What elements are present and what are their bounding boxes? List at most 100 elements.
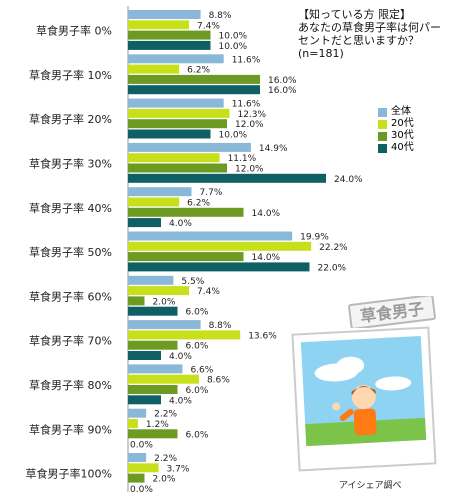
legend-item: 20代 [377,118,414,130]
photo-illustration [291,326,437,472]
value-label: 2.0% [153,475,176,485]
value-label: 8.8% [209,321,232,331]
note-question: あなたの草食男子率は何パーセントだと思いますか？ [298,21,441,47]
bar [128,453,147,462]
category-label: 草食男子率 80% [29,378,112,392]
value-label: 11.6% [232,100,261,110]
category-label: 草食男子率100% [26,467,112,481]
bar [128,296,145,306]
bar [128,64,180,74]
value-label: 10.0% [219,32,248,42]
bar [128,231,293,241]
value-label: 10.0% [219,131,248,141]
value-label: 6.0% [186,308,209,318]
stamp-logo: 草食男子 [348,296,436,328]
value-label: 2.2% [154,410,177,420]
value-label: 7.4% [197,21,220,31]
value-label: 6.2% [187,199,210,209]
value-label: 12.0% [235,120,264,130]
bar [128,330,241,340]
bar [128,142,251,152]
bar [128,40,211,50]
category-label: 草食男子率 60% [29,289,112,303]
value-label: 11.1% [228,154,257,164]
legend-item: 30代 [377,130,414,142]
bar [128,385,178,394]
category-label: 草食男子率 0% [36,24,112,38]
note-sample-size: (n=181) [298,47,344,60]
value-label: 7.4% [197,287,220,297]
legend-swatch [377,130,388,142]
value-label: 11.6% [232,55,261,65]
bar [128,306,178,316]
legend-swatch [377,142,388,154]
bar [128,340,178,350]
bar [128,85,260,95]
value-label: 16.0% [268,86,297,96]
bar [128,54,224,64]
bar [128,218,161,228]
bar [128,207,244,217]
bar [128,20,190,30]
bar [128,187,192,197]
value-label: 4.0% [169,396,192,406]
value-label: 14.0% [252,253,281,263]
bar [128,153,220,163]
chart-legend: 全体 20代 30代 40代 [377,106,414,154]
bar [128,374,199,384]
value-label: 14.0% [252,209,281,219]
value-label: 6.2% [187,66,210,76]
value-label: 4.0% [169,352,192,362]
bar [128,408,147,418]
legend-swatch [377,118,388,130]
bar [128,108,230,118]
value-label: 0.0% [130,485,153,495]
bar [128,30,211,40]
bar [128,197,180,207]
legend-label: 全体 [391,106,411,117]
bar [128,463,159,473]
bar [128,163,227,173]
value-label: 24.0% [334,175,363,185]
bar [128,320,201,330]
legend-swatch [377,106,388,118]
value-label: 2.0% [153,297,176,307]
value-label: 0.0% [130,441,153,451]
note-header: 【知っている方 限定】 [298,8,411,21]
category-label: 草食男子率 40% [29,201,112,215]
legend-item: 全体 [377,106,414,118]
bar [128,419,138,428]
value-label: 22.2% [319,243,348,253]
bar [128,275,174,285]
legend-label: 20代 [391,118,414,129]
bar [128,74,260,84]
category-label: 草食男子率 90% [29,422,112,436]
value-label: 16.0% [268,76,297,86]
value-label: 22.0% [318,263,347,273]
bar [128,98,224,108]
source-credit: アイシェア調べ [339,481,402,491]
value-label: 6.0% [186,386,209,396]
bar [128,119,227,129]
value-label: 8.6% [207,376,230,386]
bar [128,395,161,405]
value-label: 12.3% [237,110,266,120]
bar [128,351,161,360]
value-label: 5.5% [181,277,204,287]
value-label: 19.9% [300,233,329,243]
value-label: 6.6% [190,365,213,375]
legend-label: 30代 [391,130,414,141]
category-label: 草食男子率 50% [29,245,112,259]
bar [128,473,145,483]
value-label: 8.8% [209,11,232,21]
value-label: 4.0% [169,219,192,229]
bar [128,364,183,374]
bar [128,252,244,262]
value-label: 6.0% [186,430,209,440]
legend-item: 40代 [377,142,414,154]
category-label: 草食男子率 20% [29,112,112,126]
legend-label: 40代 [391,142,414,153]
category-label: 草食男子率 30% [29,157,112,171]
value-label: 2.2% [154,454,177,464]
